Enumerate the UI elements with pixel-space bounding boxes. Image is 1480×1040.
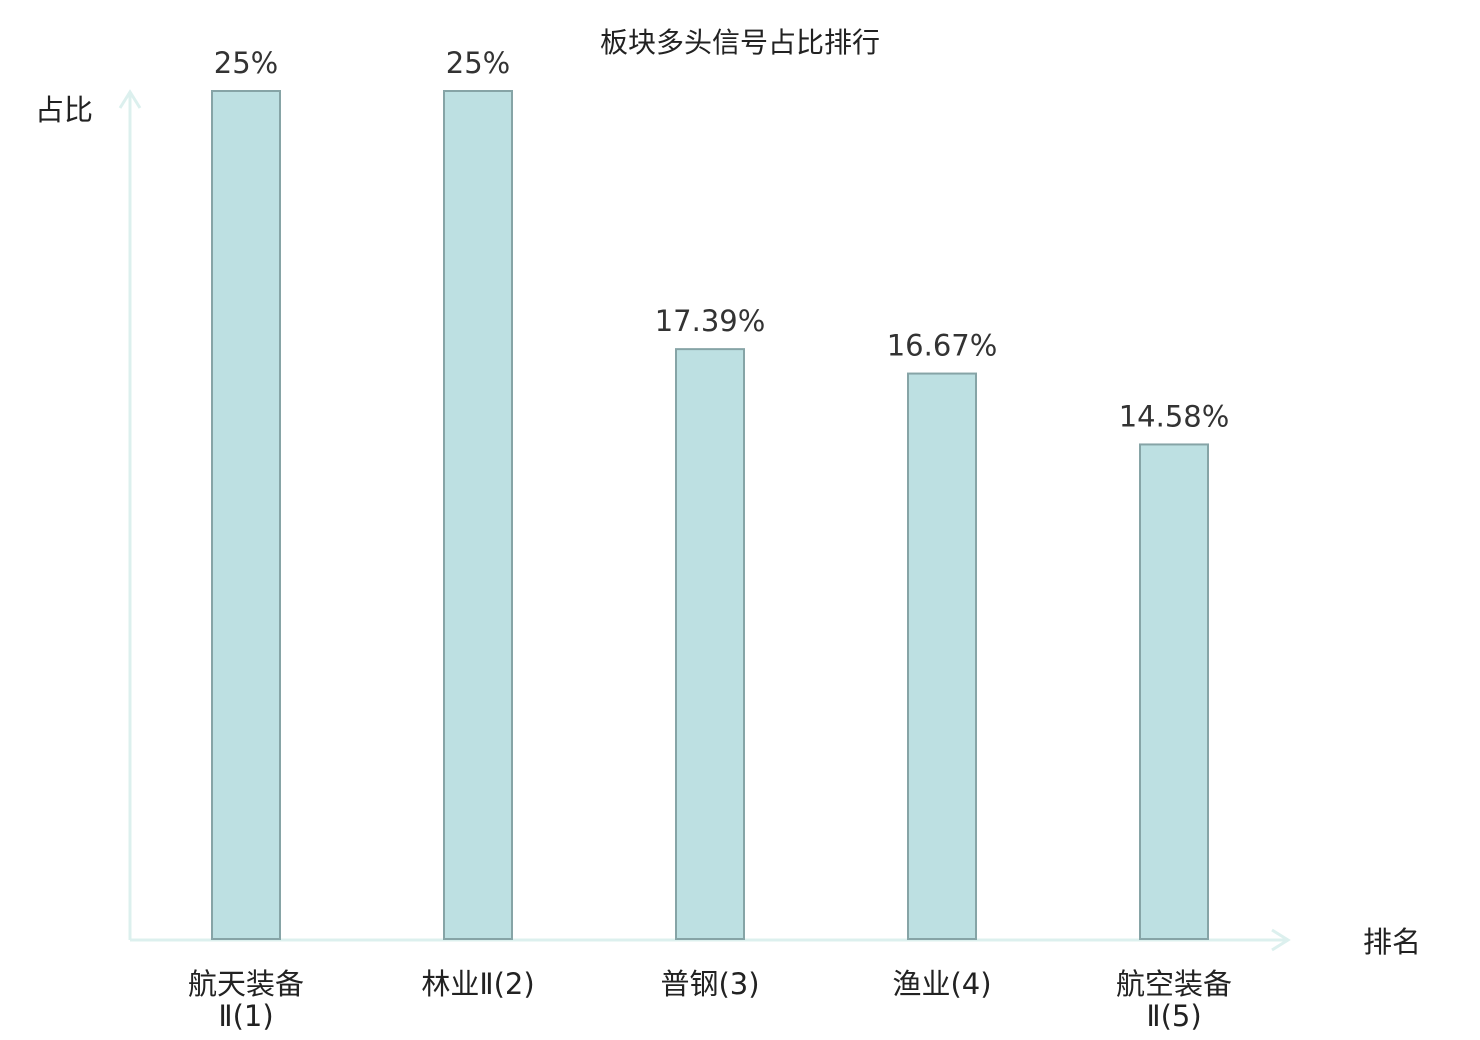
bars-group bbox=[211, 90, 1209, 940]
value-label-3: 17.39% bbox=[655, 304, 766, 338]
category-label-3: 普钢(3) bbox=[660, 967, 759, 1001]
x-axis-label: 排名 bbox=[1363, 925, 1421, 959]
value-label-2: 25% bbox=[446, 46, 510, 80]
value-label-4: 16.67% bbox=[887, 329, 998, 363]
bar-5 bbox=[1139, 443, 1209, 940]
category-label-2: 林业Ⅱ(2) bbox=[421, 967, 534, 1001]
value-label-1: 25% bbox=[214, 46, 278, 80]
category-label-5-line-1: 航空装备 bbox=[1116, 967, 1232, 1001]
axes bbox=[118, 89, 1291, 952]
value-labels-group: 25% 25% 17.39% 16.67% 14.58% bbox=[214, 46, 1230, 433]
category-label-1-line-2: Ⅱ(1) bbox=[218, 999, 273, 1033]
y-axis-label: 占比 bbox=[35, 93, 93, 127]
bar-2 bbox=[443, 90, 513, 940]
category-label-1-line-1: 航天装备 bbox=[188, 967, 304, 1001]
bar-4 bbox=[907, 372, 977, 940]
bar-1 bbox=[211, 90, 281, 940]
x-axis-arrow bbox=[1271, 928, 1291, 952]
bar-3 bbox=[675, 348, 745, 940]
y-axis-arrow bbox=[118, 89, 142, 109]
category-label-4: 渔业(4) bbox=[892, 967, 991, 1001]
value-label-5: 14.58% bbox=[1119, 399, 1230, 433]
chart-title: 板块多头信号占比排行 bbox=[600, 26, 880, 59]
category-label-5-line-2: Ⅱ(5) bbox=[1146, 999, 1201, 1033]
